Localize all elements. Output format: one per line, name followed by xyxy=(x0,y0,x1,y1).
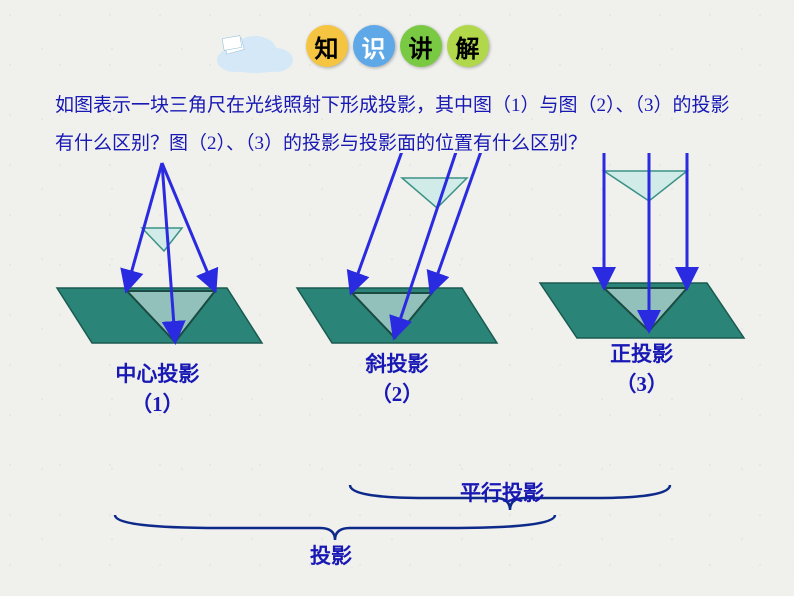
title-circles: 知 识 讲 解 xyxy=(306,25,489,67)
diagram-central: 中心投影 （1） xyxy=(32,153,272,418)
num-1: （1） xyxy=(42,388,272,418)
header: 知 识 讲 解 xyxy=(0,0,794,67)
cloud-icon xyxy=(210,30,300,75)
diagram-orthographic: 正投影 （3） xyxy=(522,153,762,418)
diagram-oblique: 斜投影 （2） xyxy=(277,153,517,418)
diagram-1-svg xyxy=(32,153,272,383)
brace-projection-label: 投影 xyxy=(310,540,352,570)
diagrams-row: 中心投影 （1） 斜投影 （2） xyxy=(0,153,794,418)
circle-zhi: 知 xyxy=(306,25,348,67)
circle-jie: 解 xyxy=(447,25,489,67)
brace-parallel-label: 平行投影 xyxy=(460,477,544,507)
circle-jiang: 讲 xyxy=(400,25,442,67)
circle-shi: 识 xyxy=(353,25,395,67)
